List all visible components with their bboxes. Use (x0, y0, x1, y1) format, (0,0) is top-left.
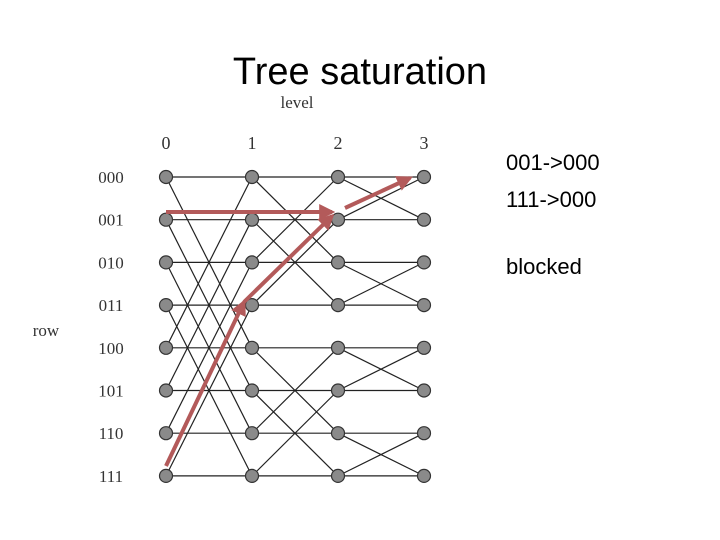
edge (251, 219, 339, 306)
node (416, 255, 432, 270)
node (330, 383, 346, 398)
node (158, 298, 174, 313)
node (330, 255, 346, 270)
node (330, 298, 346, 313)
path-111-b (242, 213, 335, 304)
annotation: blocked (506, 254, 582, 279)
row-number: 000 (98, 168, 124, 187)
node (416, 169, 432, 185)
level-label: level (280, 93, 313, 112)
node (244, 468, 260, 483)
edge (165, 176, 253, 349)
edge (337, 347, 425, 392)
node (330, 169, 346, 185)
path-111-a (164, 299, 246, 467)
node (158, 255, 174, 270)
node (416, 298, 432, 313)
level-number: 2 (334, 133, 343, 153)
node (244, 340, 260, 355)
node (330, 212, 346, 227)
node (416, 212, 432, 227)
node (244, 212, 260, 227)
annotation: 111->000 (506, 187, 596, 212)
edge (337, 261, 425, 306)
node (416, 383, 432, 398)
node (330, 340, 346, 355)
node (158, 426, 174, 441)
row-label: row (33, 321, 60, 340)
row-number: 100 (98, 339, 124, 358)
edge (165, 304, 253, 477)
node (330, 468, 346, 483)
edge (165, 219, 253, 391)
row-number: 111 (99, 467, 123, 486)
level-number: 1 (248, 133, 257, 153)
network (158, 169, 432, 483)
edge (251, 347, 339, 434)
node (158, 468, 174, 483)
node (244, 255, 260, 270)
level-number: 0 (162, 133, 171, 153)
node (158, 383, 174, 398)
paths (164, 176, 413, 467)
node (416, 340, 432, 355)
edge (251, 390, 339, 477)
node (416, 468, 432, 483)
node (244, 169, 260, 185)
annotation: 001->000 (506, 150, 600, 175)
title: Tree saturation (233, 51, 487, 93)
node (416, 426, 432, 441)
node (158, 212, 174, 227)
edge (165, 262, 253, 434)
node (244, 383, 260, 398)
row-number: 001 (98, 211, 124, 230)
row-number: 011 (99, 296, 124, 315)
node (158, 340, 174, 355)
node (330, 426, 346, 441)
row-number: 101 (98, 382, 124, 401)
node (158, 169, 174, 185)
path-111-c (344, 176, 413, 210)
row-number: 110 (99, 424, 124, 443)
row-number: 010 (98, 253, 124, 272)
edge (337, 432, 425, 477)
node (244, 426, 260, 441)
level-number: 3 (420, 133, 429, 153)
edge (251, 176, 339, 263)
